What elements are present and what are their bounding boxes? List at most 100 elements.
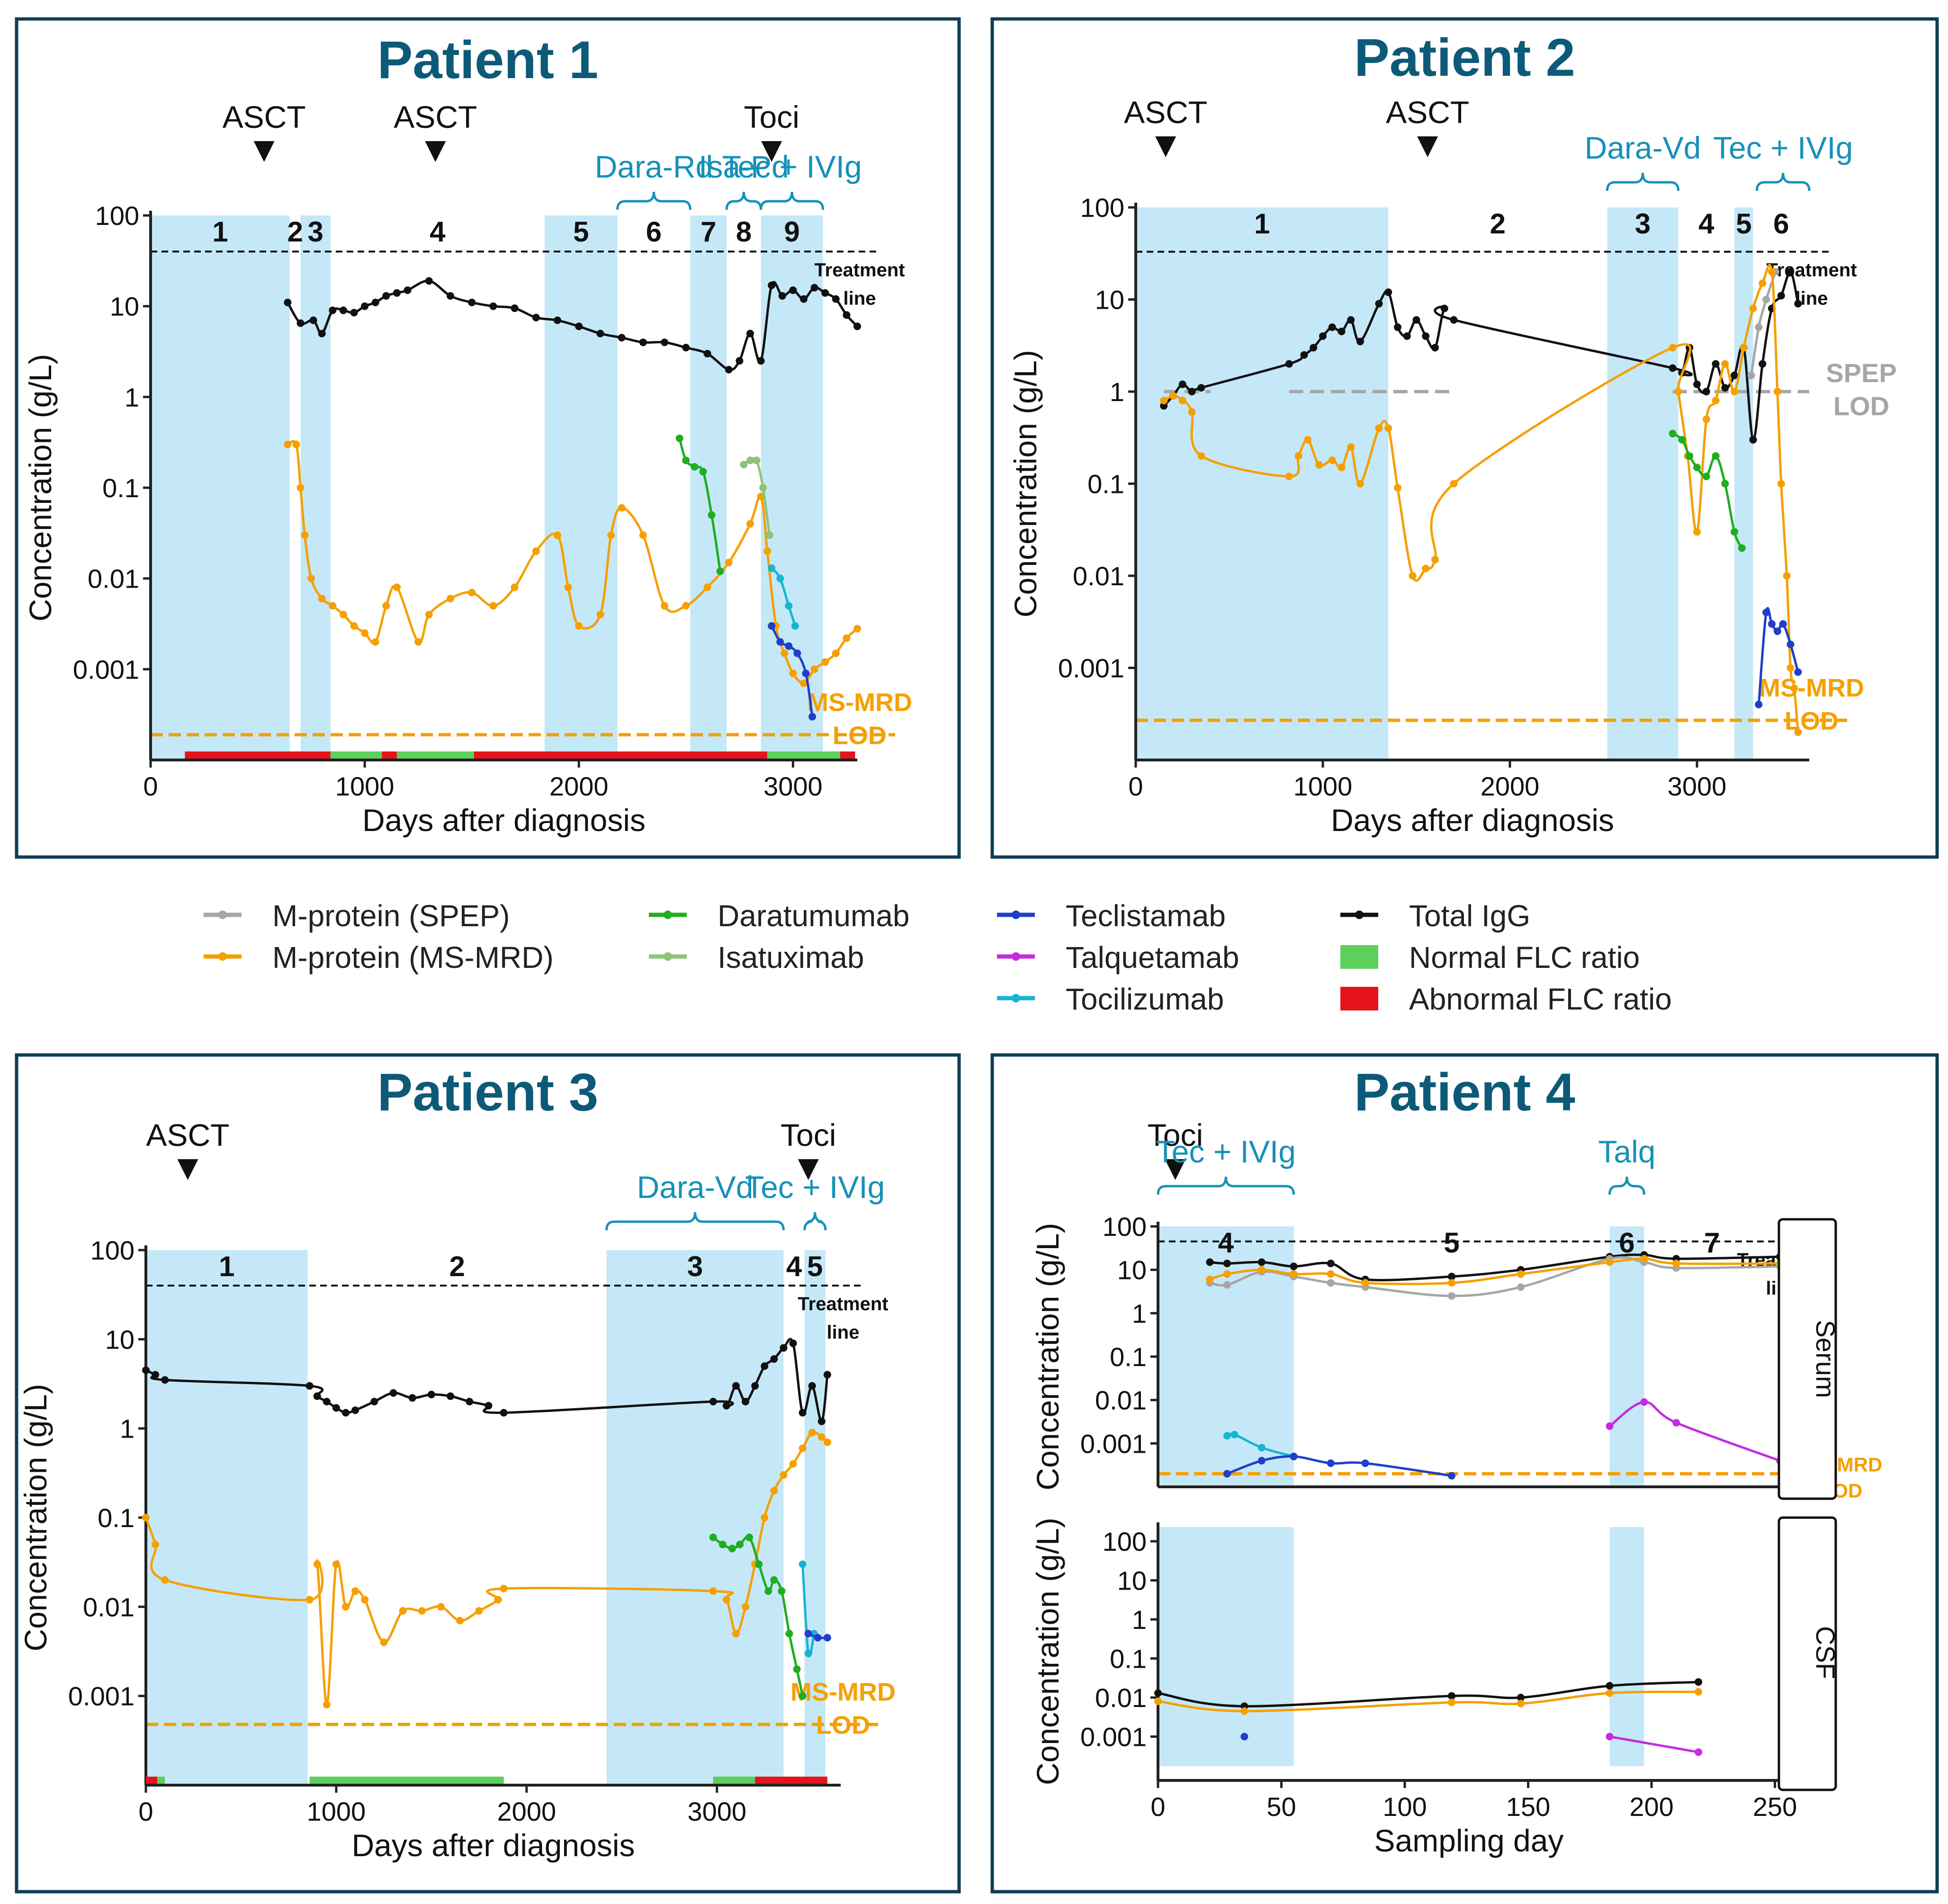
data-point [371, 638, 379, 646]
data-point [709, 1587, 717, 1595]
data-point [1285, 360, 1293, 368]
data-point [361, 302, 369, 310]
data-point [1160, 396, 1168, 404]
y-tick-label: 0.1 [102, 473, 139, 503]
data-point [142, 1514, 150, 1521]
data-point [1712, 396, 1720, 404]
data-point [799, 1444, 807, 1452]
data-point [1230, 1430, 1239, 1439]
y-tick-label: 0.1 [1110, 1342, 1147, 1372]
data-point [1674, 388, 1682, 395]
data-point [716, 567, 724, 575]
panel-title: Patient 3 [377, 1063, 599, 1122]
data-point [1721, 480, 1729, 488]
normal-flc-bar [713, 1777, 755, 1784]
data-point [843, 634, 851, 642]
data-point [1777, 292, 1785, 300]
data-point [709, 1397, 717, 1405]
x-tick-label: 1000 [335, 771, 395, 801]
x-tick-label: 3000 [1668, 771, 1727, 801]
data-point [1206, 1258, 1214, 1266]
x-tick-label: 250 [1753, 1792, 1797, 1822]
data-point [682, 602, 690, 610]
data-point [785, 642, 793, 650]
data-point [746, 330, 754, 338]
legend-label: M-protein (SPEP) [272, 899, 510, 933]
series-line [287, 279, 858, 371]
treatment-line-label: line [827, 1322, 860, 1343]
y-tick-label: 0.1 [1087, 469, 1124, 499]
y-tick-label: 0.01 [1095, 1683, 1147, 1713]
regimen-label: Tec + IVIg [1156, 1134, 1296, 1169]
ms-mrd-lod-label: LOD [1785, 707, 1839, 735]
ms-mrd-lod-label: LOD [816, 1711, 870, 1740]
data-point [389, 1389, 397, 1397]
data-point [1749, 436, 1757, 444]
regimen-label: Tec + IVIg [745, 1170, 885, 1205]
series-line [1609, 1735, 1699, 1753]
data-point [1178, 380, 1186, 388]
data-point [1669, 364, 1677, 372]
data-point [799, 679, 808, 688]
y-tick-label: 10 [110, 292, 139, 322]
data-point [618, 504, 626, 512]
data-point [759, 484, 767, 492]
x-axis-title: Days after diagnosis [362, 803, 646, 838]
line-number: 2 [1490, 208, 1506, 240]
data-point [1517, 1699, 1525, 1707]
y-tick-label: 0.01 [83, 1592, 135, 1622]
y-tick-label: 0.001 [68, 1681, 135, 1711]
data-point [808, 713, 817, 721]
data-point [1347, 316, 1355, 324]
data-point [489, 602, 497, 610]
data-point [639, 531, 647, 539]
data-point [1731, 528, 1738, 536]
series-line [1158, 1681, 1699, 1707]
data-point [427, 1391, 435, 1399]
data-point [361, 629, 369, 637]
data-point [1197, 452, 1205, 460]
x-axis-title: Sampling day [1374, 1823, 1564, 1858]
data-point [1712, 360, 1720, 368]
data-point [500, 1584, 508, 1592]
data-point [1154, 1697, 1162, 1705]
data-point [853, 625, 861, 633]
normal-flc-bar [157, 1777, 165, 1784]
data-point [1517, 1270, 1525, 1278]
data-point [1315, 461, 1323, 469]
abnormal-flc-bar [185, 751, 331, 759]
data-point [313, 1392, 321, 1400]
data-point [793, 649, 801, 657]
serum-label-box [1777, 1218, 1837, 1500]
data-point [745, 1533, 754, 1541]
panel-title: Patient 1 [377, 30, 599, 89]
data-point [456, 1617, 464, 1625]
legend-label: Abnormal FLC ratio [1409, 982, 1672, 1016]
data-point [1695, 1748, 1703, 1756]
data-point [823, 1438, 831, 1446]
legend-marker [664, 911, 672, 919]
legend-marker [218, 911, 227, 919]
event-arrow-icon [761, 141, 782, 162]
line-number: 1 [212, 216, 228, 248]
data-point [1178, 396, 1186, 404]
data-point [703, 349, 711, 358]
regimen-label: Dara-Rd [595, 149, 713, 184]
data-point [1310, 344, 1318, 352]
data-point [1257, 1444, 1266, 1452]
data-point [575, 622, 583, 630]
regimen-brace [605, 1212, 785, 1231]
data-point [1375, 300, 1383, 308]
data-point [764, 1587, 772, 1595]
regimen-brace [1608, 1176, 1645, 1195]
y-tick-label: 1 [120, 1414, 135, 1444]
y-tick-label: 100 [1103, 1527, 1147, 1556]
line-number: 6 [1619, 1227, 1634, 1259]
regimen-label: Tec + IVIg [1713, 130, 1853, 165]
event-label: ASCT [394, 99, 477, 134]
panel-title: Patient 4 [1354, 1063, 1575, 1122]
data-point [361, 1596, 369, 1604]
data-point [532, 313, 540, 322]
data-point [554, 316, 562, 324]
x-tick-label: 1000 [1293, 771, 1353, 801]
